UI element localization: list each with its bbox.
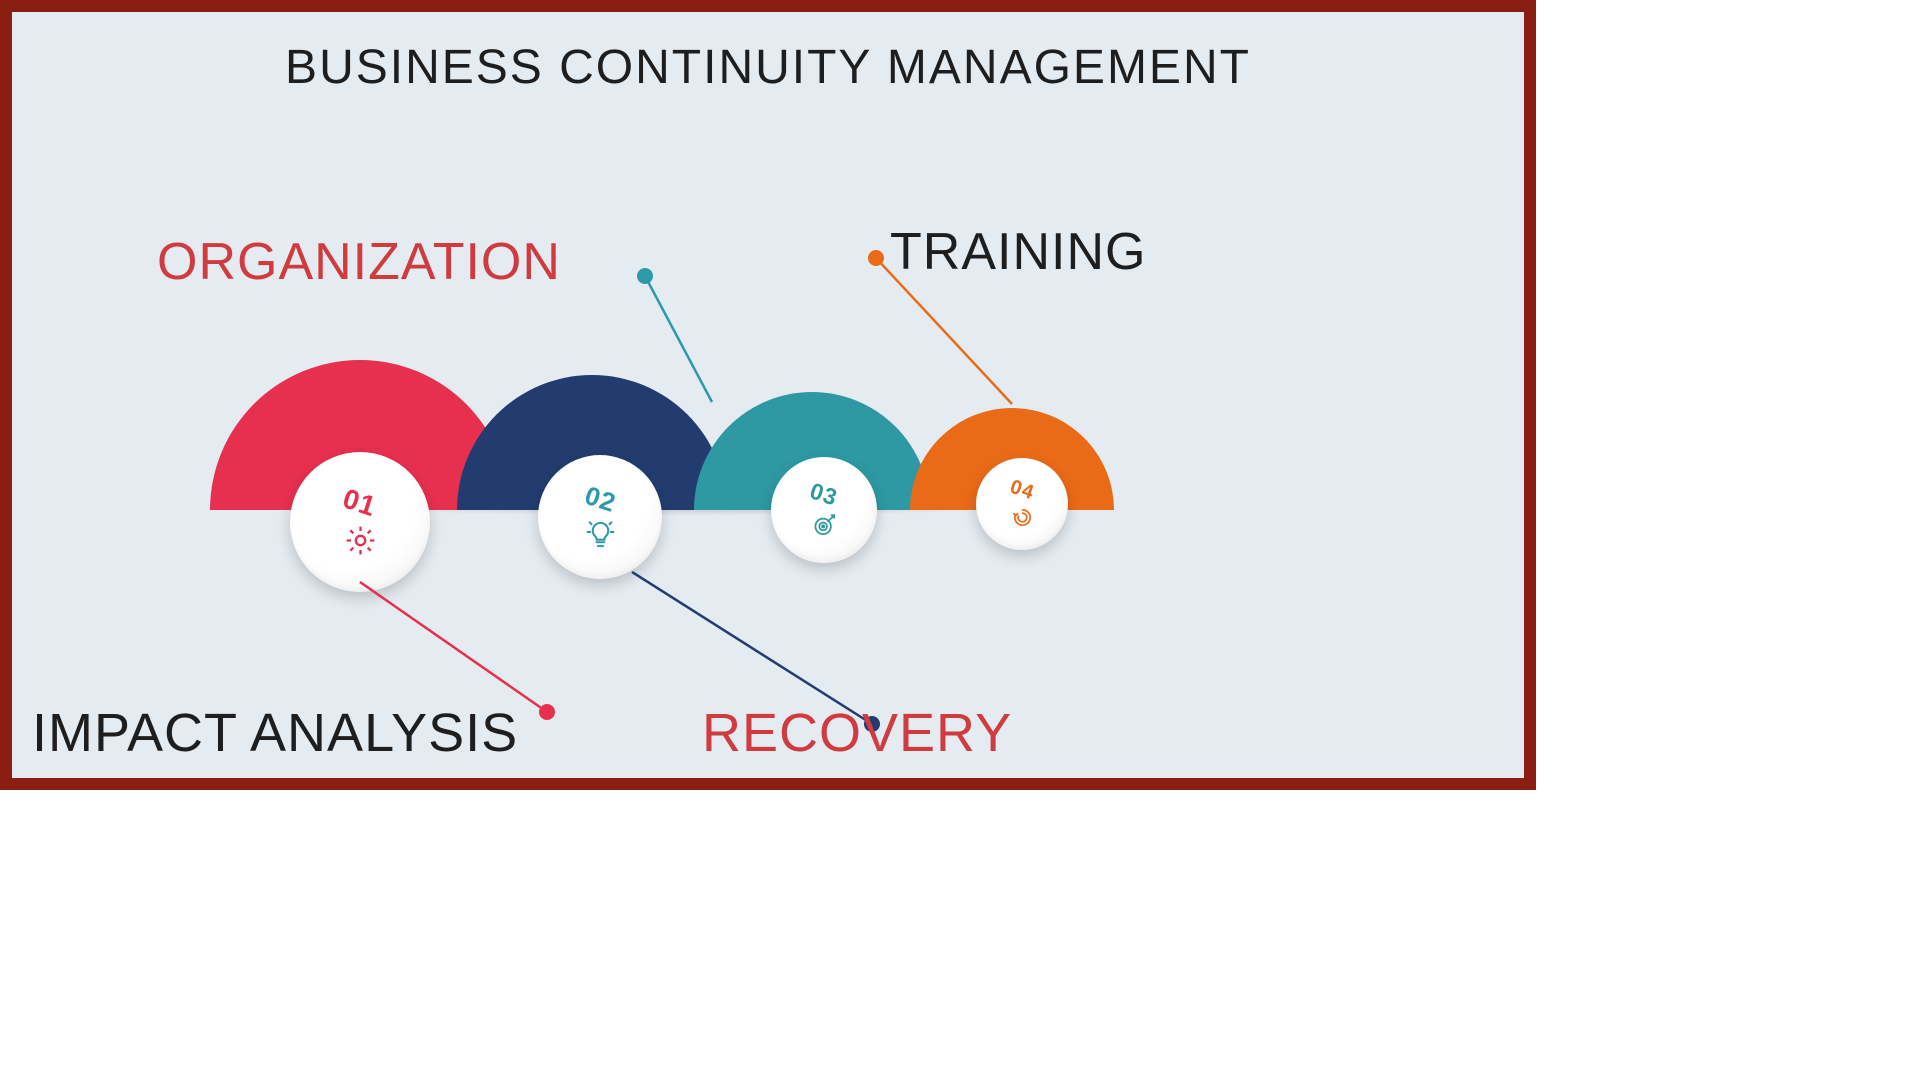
bulb-icon (585, 519, 616, 550)
connector-dot-training (868, 250, 884, 266)
step-number-training: 04 (1007, 476, 1037, 505)
swirl-icon (1011, 506, 1034, 529)
target-icon (811, 512, 838, 539)
target-icon (811, 512, 838, 539)
step-circle-impact-analysis: 01 (290, 452, 430, 592)
label-impact-analysis: IMPACT ANALYSIS (32, 702, 518, 764)
label-organization: ORGANIZATION (157, 232, 561, 292)
bulb-icon (585, 519, 616, 550)
step-number-impact-analysis: 01 (339, 482, 380, 523)
border-frame: BUSINESS CONTINUITY MANAGEMENT 01 IMPACT… (0, 0, 1536, 790)
connector-line-impact-analysis (360, 582, 547, 712)
step-number-organization: 02 (580, 480, 619, 519)
step-number-recovery: 03 (807, 478, 842, 512)
swirl-icon (1011, 506, 1034, 529)
label-training: TRAINING (890, 222, 1146, 282)
label-recovery: RECOVERY (702, 702, 1012, 764)
gear-icon (343, 523, 378, 558)
canvas: BUSINESS CONTINUITY MANAGEMENT 01 IMPACT… (12, 12, 1524, 778)
step-circle-organization: 02 (538, 455, 662, 579)
connector-dot-organization (637, 268, 653, 284)
page-title: BUSINESS CONTINUITY MANAGEMENT (12, 40, 1524, 95)
connector-layer (12, 12, 1524, 778)
step-circle-recovery: 03 (771, 457, 877, 563)
connector-line-organization (645, 276, 712, 402)
step-circle-training: 04 (976, 458, 1068, 550)
gear-icon (343, 523, 378, 558)
connector-dot-impact-analysis (539, 704, 555, 720)
